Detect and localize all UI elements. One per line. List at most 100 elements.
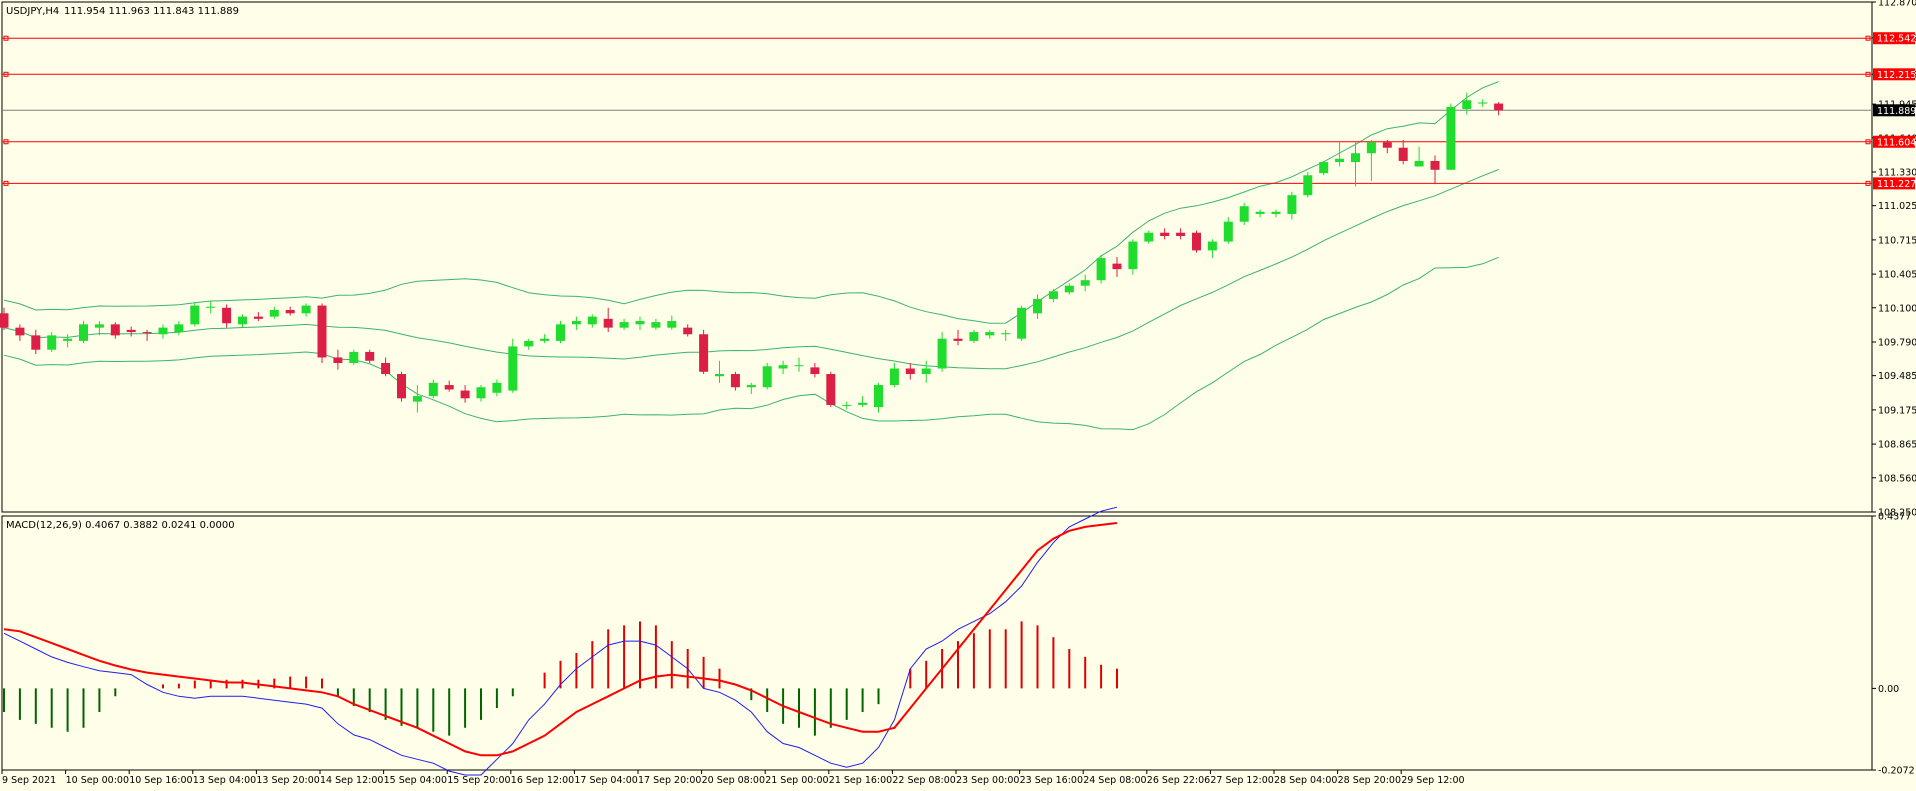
bull-candle-body (238, 316, 247, 325)
bull-candle-body (715, 374, 724, 377)
price-axis-label: 110.100 (1878, 303, 1916, 314)
bull-candle-body (190, 305, 200, 325)
bull-candle-body (428, 382, 438, 397)
candlesticks (0, 92, 1504, 413)
level-handle (3, 180, 9, 186)
price-level-tag-label: 112.542 (1877, 34, 1916, 45)
bear-candle-body (810, 367, 820, 375)
macd-axis: 0.4377 0.00 -0.2072 (1872, 512, 1915, 777)
bull-candle-body (746, 385, 756, 388)
level-handle (3, 71, 9, 77)
bb-middle-line (3, 169, 1499, 370)
bull-candle-body (842, 404, 852, 406)
bear-candle-body (953, 338, 963, 341)
time-axis-label: 22 Sep 08:00 (892, 775, 955, 786)
bull-candle-body (1128, 241, 1138, 270)
level-handle (3, 35, 9, 41)
time-axis-label: 15 Sep 04:00 (384, 775, 447, 786)
time-axis-label: 28 Sep 20:00 (1338, 775, 1401, 786)
macd-line (3, 506, 1118, 776)
price-axis-label: 111.025 (1878, 201, 1916, 212)
bull-candle-body (206, 306, 216, 308)
bull-candle-body (651, 322, 661, 328)
bull-candle-body (412, 396, 422, 402)
time-axis-label: 20 Sep 08:00 (702, 775, 765, 786)
level-handle (1865, 180, 1871, 186)
price-lines (2, 35, 1872, 186)
bear-candle-body (222, 307, 232, 324)
price-level-tag (1873, 32, 1915, 45)
time-axis-label: 16 Sep 12:00 (511, 775, 574, 786)
bull-candle-body (969, 332, 979, 341)
bull-candle-body (1001, 333, 1011, 335)
bull-candle-body (587, 316, 597, 325)
bull-candle-body (858, 402, 868, 405)
price-axis-label: 112.870 (1878, 0, 1916, 9)
bear-candle-body (905, 368, 915, 375)
price-level-tag-label: 112.215 (1877, 70, 1916, 81)
bear-candle-body (381, 362, 391, 375)
bull-candle-body (1239, 206, 1249, 222)
bear-candle-body (1398, 147, 1408, 161)
time-axis-label: 29 Sep 12:00 (1401, 775, 1464, 786)
bull-candle-body (1033, 298, 1042, 314)
bull-candle-body (63, 338, 73, 341)
time-axis-label: 23 Sep 16:00 (1020, 775, 1083, 786)
bear-candle-body (826, 374, 836, 405)
macd-panel-frame (1, 515, 1873, 771)
bear-candle-body (110, 324, 120, 336)
bear-candle-body (126, 329, 136, 333)
time-axis-label: 13 Sep 04:00 (193, 775, 256, 786)
bollinger-bands (3, 81, 1499, 431)
time-axis-label: 24 Sep 08:00 (1083, 775, 1146, 786)
price-axis-label: 109.175 (1878, 405, 1916, 416)
bull-candle-body (619, 322, 629, 328)
bull-candle-body (1351, 153, 1360, 163)
time-axis-label: 28 Sep 04:00 (1274, 775, 1337, 786)
bull-candle-body (1064, 285, 1074, 293)
level-handle (1865, 35, 1871, 41)
bull-candle-body (47, 335, 57, 350)
bull-candle-body (476, 387, 486, 399)
time-axis-label: 10 Sep 16:00 (129, 775, 192, 786)
bull-candle-body (1048, 291, 1058, 299)
bear-candle-body (1176, 232, 1186, 237)
bear-candle-body (1494, 103, 1504, 111)
price-axis-label: 110.405 (1878, 270, 1916, 281)
bull-candle-body (1144, 232, 1154, 242)
bear-candle-body (730, 374, 740, 388)
price-level-tag-label: 111.604 (1877, 137, 1916, 148)
bull-candle-body (1414, 160, 1424, 167)
bull-candle-body (778, 365, 788, 369)
bull-candle-body (94, 324, 104, 328)
bull-candle-body (1287, 195, 1297, 214)
bull-candle-body (1366, 142, 1376, 154)
bull-candle-body (524, 340, 534, 347)
price-level-tag (1873, 177, 1915, 190)
bear-candle-body (317, 305, 327, 358)
bear-candle-body (699, 334, 709, 372)
bull-candle-body (158, 327, 168, 335)
bull-candle-body (1335, 158, 1345, 163)
bear-candle-body (365, 351, 375, 361)
current-price-tag (1873, 104, 1915, 117)
level-handle (1865, 139, 1871, 145)
bb-upper-line (3, 81, 1499, 324)
bull-candle-body (1319, 162, 1329, 174)
time-axis-label: 14 Sep 12:00 (320, 775, 383, 786)
bull-candle-body (889, 368, 899, 386)
bear-candle-body (285, 309, 295, 314)
bull-candle-body (667, 321, 677, 328)
bear-candle-body (397, 374, 406, 399)
time-axis-label: 15 Sep 20:00 (447, 775, 510, 786)
price-axis-label: 111.330 (1878, 168, 1916, 179)
bull-candle-body (874, 385, 883, 408)
bull-candle-body (1223, 221, 1233, 242)
time-axis: 9 Sep 2021 10 Sep 00:00 10 Sep 16:00 13 Sep… (1, 770, 1465, 786)
current-price-tag-label: 111.889 (1877, 106, 1916, 117)
bear-candle-body (0, 313, 9, 328)
price-axis-label: 109.485 (1878, 371, 1916, 382)
bear-candle-body (253, 316, 263, 319)
bull-candle-body (301, 305, 311, 314)
